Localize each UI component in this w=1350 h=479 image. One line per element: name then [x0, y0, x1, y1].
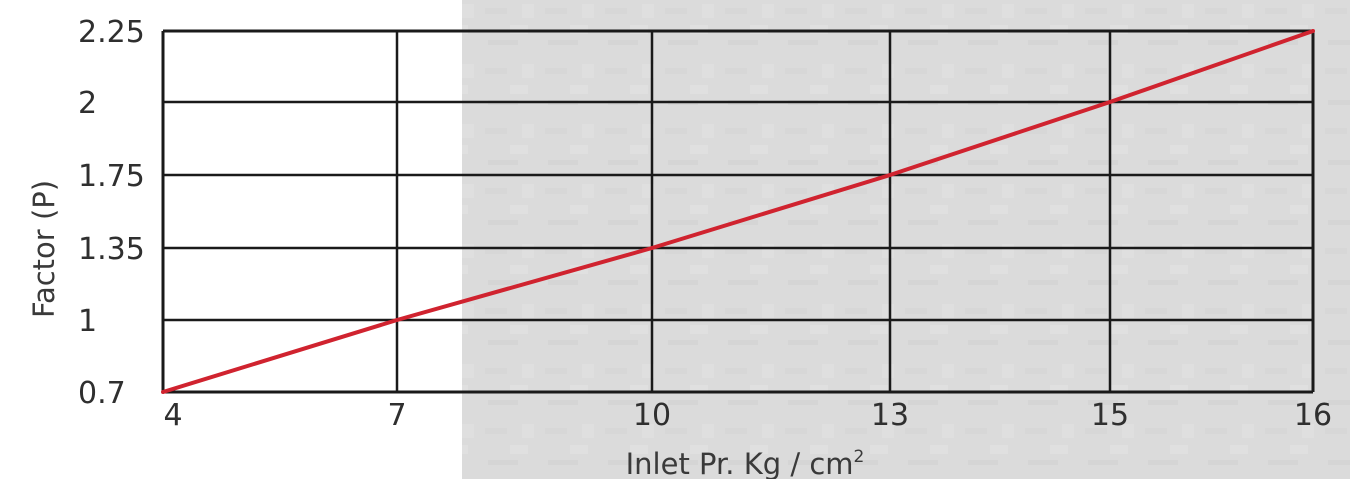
x-tick-label: 4 [163, 398, 182, 433]
x-axis-title-superscript: 2 [854, 447, 865, 467]
y-tick-label: 2 [78, 86, 97, 121]
background-left [0, 0, 462, 479]
series-line [162, 29, 1314, 394]
background-photo-shade [462, 0, 1350, 479]
grid [161, 29, 1315, 394]
y-tick-label: 2.25 [78, 15, 145, 50]
x-tick-label: 13 [871, 398, 909, 433]
data-point [650, 246, 654, 250]
data-point [161, 390, 165, 394]
series-layer [161, 29, 1315, 394]
y-tick-labels: 0.7 1 1.35 1.75 2 2.25 [78, 15, 145, 411]
x-tick-labels: 4 7 10 13 15 16 [163, 398, 1332, 433]
y-tick-label: 0.7 [78, 376, 126, 411]
y-tick-label: 1.35 [78, 232, 145, 267]
data-point [1311, 29, 1315, 33]
y-tick-label: 1 [78, 304, 97, 339]
x-tick-label: 16 [1294, 398, 1332, 433]
x-tick-label: 7 [387, 398, 406, 433]
x-tick-label: 15 [1091, 398, 1129, 433]
y-tick-label: 1.75 [78, 159, 145, 194]
data-point [395, 318, 399, 322]
y-axis-title: Factor (P) [27, 180, 61, 318]
x-tick-label: 10 [633, 398, 671, 433]
data-point [888, 173, 892, 177]
data-point [1108, 100, 1112, 104]
x-axis-title: Inlet Pr. Kg / cm2 [626, 447, 865, 479]
